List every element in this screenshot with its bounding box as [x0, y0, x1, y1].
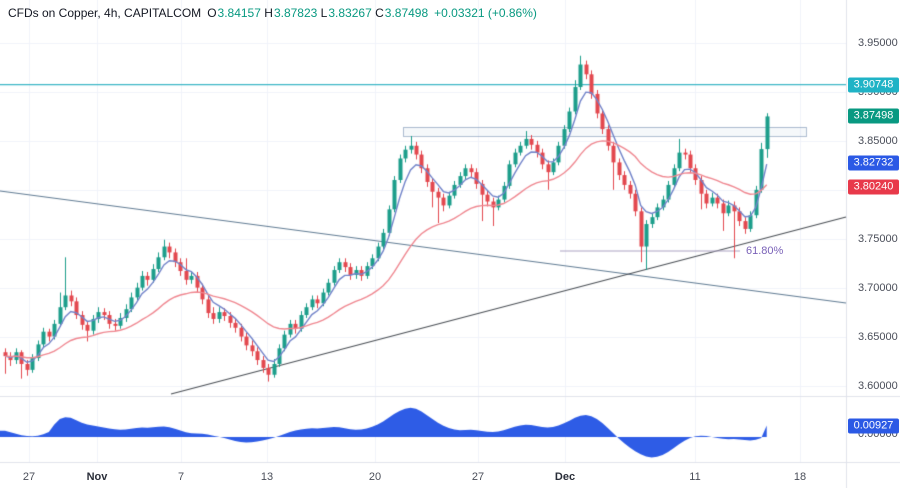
time-tick-7: 7 [177, 471, 185, 483]
price-tick: 3.85000 [858, 134, 898, 147]
alert-price-badge: 3.90748 [848, 77, 899, 93]
time-tick-27: 27 [22, 471, 36, 483]
ohlc-l: L 3.83267 [320, 6, 372, 20]
fib-level-label[interactable]: 61.80% [746, 244, 784, 257]
price-tick: 3.75000 [858, 232, 898, 245]
time-tick-13: 13 [260, 471, 274, 483]
price-tick: 3.70000 [858, 281, 898, 294]
ohlc-c: C 3.87498 [375, 6, 429, 20]
symbol-title: CFDs on Copper, 4h, CAPITALCOM [8, 6, 202, 20]
time-tick-27: 27 [471, 471, 485, 483]
time-tick-dec: Dec [554, 471, 576, 483]
time-tick-18: 18 [793, 471, 807, 483]
ohlc-h: H 3.87823 [264, 6, 318, 20]
ohlc-o: O 3.84157 [207, 6, 261, 20]
symbol-info-bar: CFDs on Copper, 4h, CAPITALCOM O 3.84157 … [8, 6, 537, 20]
ohlc-values: O 3.84157 H 3.87823 L 3.83267 C 3.87498 [207, 6, 428, 20]
time-tick-11: 11 [689, 471, 701, 483]
time-tick-nov: Nov [86, 471, 108, 483]
price-change: +0.03321 (+0.86%) [434, 6, 537, 20]
price-tick: 3.95000 [858, 37, 898, 49]
price-tick: 3.60000 [858, 379, 898, 392]
ema-fast-badge: 3.82732 [848, 155, 899, 171]
time-tick-20: 20 [368, 471, 382, 483]
price-tick: 3.65000 [858, 330, 898, 343]
last-price-badge: 3.87498 [848, 108, 899, 124]
oscillator-value-badge: 0.00927 [848, 418, 899, 433]
ema-slow-badge: 3.80240 [848, 179, 899, 195]
